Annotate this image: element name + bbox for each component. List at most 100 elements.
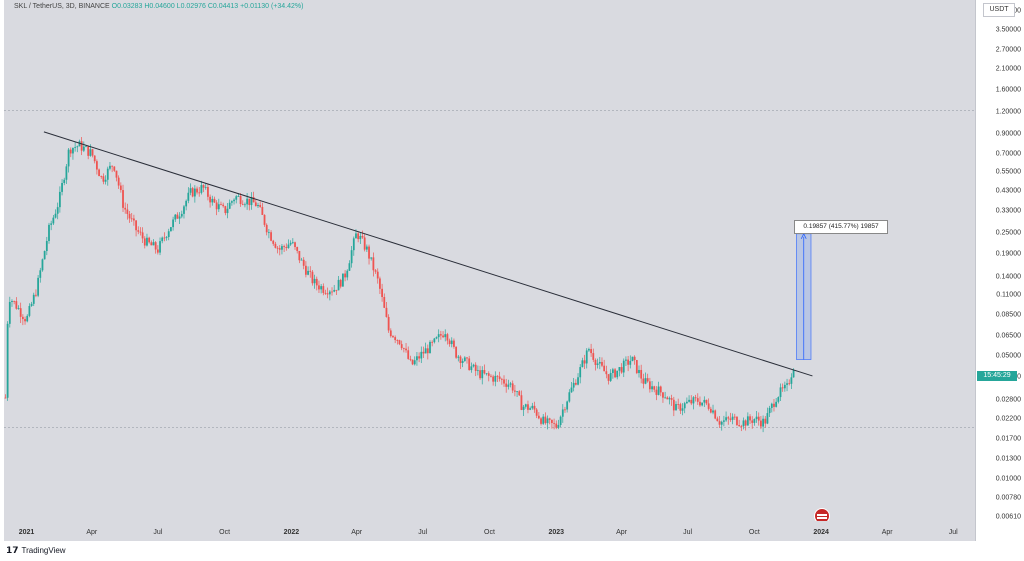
candle-body <box>675 404 677 411</box>
candle-body <box>609 372 612 381</box>
time-tick-label: Jul <box>948 529 958 536</box>
candle-body <box>653 386 656 390</box>
time-tick-label: Apr <box>86 529 98 536</box>
candle-body <box>150 242 153 246</box>
candle-body <box>439 334 442 336</box>
price-tick-label: 0.02800 <box>995 396 1021 404</box>
last-price-tag: 15:45:29 <box>977 370 1017 381</box>
candle-body <box>65 166 68 180</box>
candle-body <box>124 207 127 210</box>
candle-body <box>509 383 512 385</box>
candle-body <box>246 198 249 205</box>
tradingview-logo[interactable]: 𝟭𝟳 TradingView <box>6 545 66 556</box>
candle-body <box>228 202 231 209</box>
candle-body <box>638 369 640 374</box>
candle-body <box>681 408 684 411</box>
brand-name: TradingView <box>21 546 66 555</box>
candle-body <box>420 351 423 359</box>
candle-body <box>694 397 697 399</box>
candle-body <box>241 203 244 205</box>
candle-body <box>555 423 558 428</box>
candle-body <box>392 336 394 338</box>
candle-body <box>113 166 116 171</box>
candle-body <box>291 242 294 244</box>
candle-body <box>315 278 318 286</box>
candle-body <box>553 422 555 424</box>
candle-body <box>703 399 706 403</box>
candle-body <box>133 218 135 221</box>
candle-body <box>614 369 616 378</box>
candle-body <box>433 338 436 343</box>
candle-body <box>198 192 201 194</box>
currency-badge[interactable]: USDT <box>983 3 1015 17</box>
candle-body <box>383 296 386 308</box>
candle-body <box>505 383 508 387</box>
price-tick-label: 0.43000 <box>995 187 1021 195</box>
candle-body <box>783 384 786 389</box>
candle-body <box>163 237 166 239</box>
candle-body <box>701 402 704 406</box>
candle-body <box>368 246 370 259</box>
price-tick-label: 0.00780 <box>995 494 1021 502</box>
price-chart[interactable] <box>4 0 975 521</box>
price-tick-label: 1.60000 <box>995 86 1021 94</box>
time-axis[interactable]: 2021 Apr Jul Oct 2022 Apr Jul Oct 2023 Apr Jul Oct 2… <box>4 521 975 541</box>
candle-body <box>333 289 336 292</box>
candle-body <box>95 161 98 170</box>
candle-body <box>43 251 46 260</box>
candle-body <box>143 238 146 246</box>
time-tick-label: 2021 <box>18 529 35 536</box>
candle-body <box>128 213 131 219</box>
candle-body <box>596 363 599 365</box>
candle-body <box>45 240 48 252</box>
candle-body <box>387 316 390 331</box>
candle-body <box>109 165 111 169</box>
candle-body <box>115 170 118 178</box>
candle-body <box>17 308 20 309</box>
time-tick-label: Jul <box>153 529 163 536</box>
tradingview-logo-icon: 𝟭𝟳 <box>6 545 19 555</box>
candle-body <box>481 370 484 379</box>
candle-body <box>448 340 451 345</box>
time-tick-label: 2023 <box>548 529 565 536</box>
candle-body <box>522 406 525 410</box>
candle-body <box>683 403 686 409</box>
candle-body <box>559 416 562 426</box>
time-tick-label: Oct <box>484 529 495 536</box>
candle-body <box>770 403 773 408</box>
symbol-name[interactable]: SKL / TetherUS, 3D, BINANCE <box>14 3 110 10</box>
candle-body <box>289 242 292 245</box>
candle-body <box>487 373 490 376</box>
price-axis[interactable]: 4.500003.500002.700002.100001.600001.200… <box>975 0 1024 541</box>
candle-body <box>204 187 207 188</box>
candle-body <box>91 149 94 156</box>
candle-body <box>474 364 477 371</box>
candle-body <box>601 361 603 366</box>
price-tick-label: 0.01300 <box>995 455 1021 463</box>
candle-body <box>174 214 177 220</box>
candle-body <box>518 391 521 396</box>
candle-body <box>257 204 259 207</box>
candle-body <box>365 246 368 250</box>
candle-body <box>592 353 595 360</box>
candle-body <box>67 149 70 167</box>
candle-body <box>531 405 534 409</box>
candle-body <box>278 248 281 250</box>
candle-body <box>476 370 479 372</box>
candle-body <box>82 146 85 151</box>
candle-body <box>709 408 712 413</box>
candle-body <box>568 392 571 402</box>
chart-area[interactable]: SKL / TetherUS, 3D, BINANCE O0.03283 H0.… <box>4 0 975 541</box>
candle-body <box>644 378 647 384</box>
candle-body <box>161 237 164 242</box>
candle-body <box>283 246 286 248</box>
candle-body <box>122 190 124 208</box>
candle-body <box>24 319 26 322</box>
candle-body <box>483 370 486 374</box>
candle-body <box>359 235 362 240</box>
candle-body <box>298 250 301 261</box>
candle-body <box>222 204 225 207</box>
candle-body <box>786 383 788 385</box>
candle-body <box>156 249 159 253</box>
candle-body <box>453 340 455 347</box>
